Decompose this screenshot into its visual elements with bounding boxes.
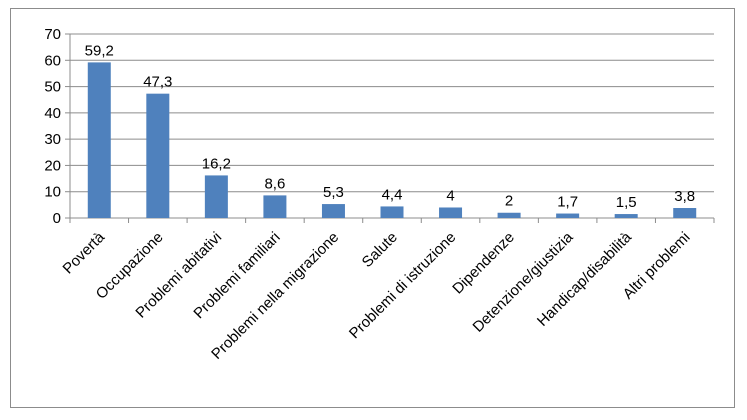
data-label: 59,2 [85,42,114,59]
bar [380,206,404,218]
category-label: Detenzione/giustizia [470,228,577,335]
category-label: Povertà [60,228,109,277]
bar [321,204,345,218]
y-tick-label: 20 [44,157,61,174]
category-label: Salute [359,229,401,271]
y-tick-label: 50 [44,79,61,96]
bar [673,208,697,218]
data-label: 4 [446,187,454,204]
y-tick-label: 40 [44,105,61,122]
data-label: 1,7 [557,194,578,211]
y-tick-label: 0 [53,210,61,227]
data-label: 16,2 [202,155,231,172]
bar [263,195,287,218]
bar [614,214,638,218]
data-label: 5,3 [323,184,344,201]
y-tick-label: 30 [44,131,61,148]
category-label: Problemi di istruzione [346,229,459,342]
data-label: 3,8 [674,188,695,205]
bar [439,207,463,218]
data-label: 4,4 [382,186,403,203]
y-tick-label: 60 [44,52,61,69]
bar [556,213,580,218]
data-label: 47,3 [143,74,172,91]
chart-frame [10,8,735,408]
bar [146,93,170,218]
data-label: 1,5 [616,194,637,211]
bar [87,62,111,218]
bar [204,175,228,218]
bar [497,212,521,218]
y-tick-label: 10 [44,184,61,201]
data-label: 8,6 [264,175,285,192]
data-label: 2 [505,193,513,210]
y-tick-label: 70 [44,26,61,43]
